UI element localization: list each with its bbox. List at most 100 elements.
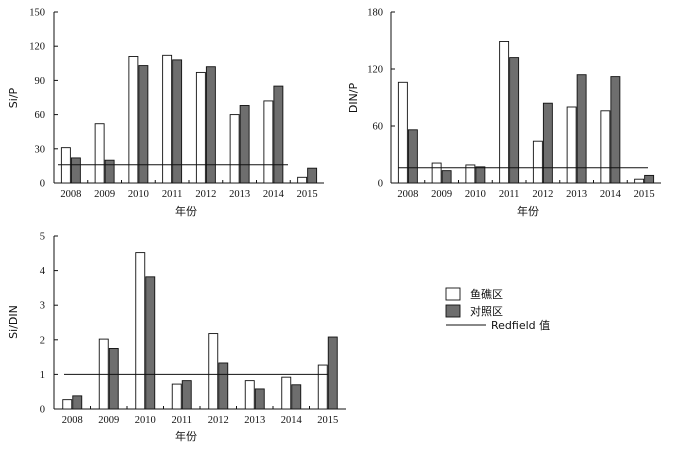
x-tick-label: 2008 — [60, 189, 81, 200]
x-tick-label: 2013 — [229, 189, 250, 200]
bar-reef-2008 — [62, 399, 73, 410]
bar-reef-2012 — [195, 71, 206, 184]
bar-reef-2013 — [229, 114, 240, 184]
legend-label-control: 对照区 — [470, 304, 503, 318]
x-tick-label: 2010 — [465, 189, 486, 200]
bar-control-2013 — [254, 388, 265, 410]
bar-control-2008 — [407, 129, 418, 184]
bar-control-2010 — [475, 166, 486, 184]
bar-control-2011 — [172, 59, 183, 184]
legend: 鱼礁区 对照区 Redfield 值 — [445, 287, 550, 332]
y-tick-label: 60 — [35, 110, 46, 121]
bar-control-2010 — [145, 276, 156, 410]
y-tick-label: 2 — [40, 335, 45, 346]
chart-panel-3: 0 1 2 3 4 5 2008 2009 2010 2011 2012 2013 2014 2015 年份… — [7, 232, 346, 443]
x-axis-label: 年份 — [175, 204, 197, 218]
bar-control-2009 — [104, 159, 115, 184]
x-tick-label: 2014 — [281, 415, 303, 426]
x-tick-label: 2009 — [94, 189, 115, 200]
bar-control-2013 — [239, 105, 250, 184]
bar-reef-2009 — [431, 162, 442, 184]
bar-control-2014 — [291, 384, 302, 410]
legend-swatch-control — [445, 304, 461, 318]
x-tick-label: 2015 — [317, 415, 338, 426]
bar-reef-2008 — [397, 81, 408, 184]
x-tick-label: 2013 — [244, 415, 265, 426]
bar-reef-2012 — [208, 333, 219, 410]
bar-control-2015 — [644, 174, 655, 184]
x-tick-label: 2015 — [297, 189, 318, 200]
bar-reef-2009 — [94, 123, 105, 184]
y-tick-label: 0 — [378, 179, 383, 190]
y-tick-label: 150 — [29, 8, 45, 19]
legend-label-redfield: Redfield 值 — [491, 319, 550, 332]
x-tick-label: 2014 — [600, 189, 622, 200]
x-tick-label: 2012 — [208, 415, 229, 426]
y-tick-label: 4 — [40, 266, 46, 277]
bar-reef-2014 — [263, 100, 274, 184]
bar-reef-2013 — [244, 380, 255, 410]
chart-panel-1: 0 30 60 90 120 150 2008 2009 2010 2011 2012 2013 201… — [7, 8, 324, 218]
bar-control-2009 — [108, 348, 119, 410]
bar-control-2015 — [327, 336, 338, 410]
x-tick-label: 2014 — [263, 189, 285, 200]
bar-reef-2011 — [499, 41, 510, 184]
bar-reef-2011 — [162, 54, 173, 184]
bar-reef-2014 — [600, 110, 611, 184]
bar-control-2012 — [218, 362, 229, 410]
legend-swatch-reef — [445, 287, 461, 301]
x-tick-label: 2012 — [195, 189, 216, 200]
y-tick-label: 90 — [35, 76, 46, 87]
y-axis-label: Si/DIN — [7, 305, 20, 339]
x-tick-label: 2015 — [634, 189, 655, 200]
x-tick-label: 2010 — [135, 415, 156, 426]
x-axis-label: 年份 — [517, 204, 539, 218]
x-axis-label: 年份 — [175, 429, 197, 443]
y-tick-label: 120 — [367, 65, 383, 76]
bar-reef-2015 — [634, 178, 645, 184]
bar-control-2008 — [70, 157, 81, 184]
x-tick-label: 2009 — [98, 415, 119, 426]
bar-reef-2010 — [465, 164, 476, 184]
chart-panel-2: 0 60 120 180 2008 2009 2010 2011 2012 2013 2014 201… — [347, 8, 661, 218]
x-tick-label: 2011 — [162, 189, 183, 200]
bar-control-2014 — [610, 76, 621, 184]
bar-reef-2015 — [297, 176, 308, 184]
bar-control-2008 — [72, 395, 83, 410]
y-tick-label: 1 — [40, 370, 45, 381]
bar-reef-2010 — [128, 56, 139, 184]
x-tick-label: 2010 — [128, 189, 149, 200]
y-tick-label: 180 — [367, 8, 383, 19]
x-tick-label: 2013 — [566, 189, 587, 200]
y-tick-label: 5 — [40, 232, 45, 243]
bar-control-2009 — [441, 170, 452, 184]
bar-reef-2008 — [60, 147, 71, 184]
x-tick-label: 2011 — [499, 189, 520, 200]
y-tick-label: 3 — [40, 301, 45, 312]
bar-reef-2015 — [317, 364, 328, 410]
x-tick-label: 2009 — [431, 189, 452, 200]
bar-control-2014 — [273, 85, 284, 184]
bar-control-2015 — [307, 167, 318, 184]
x-tick-label: 2008 — [397, 189, 418, 200]
bar-reef-2012 — [532, 140, 543, 184]
y-tick-label: 60 — [373, 122, 384, 133]
bar-control-2011 — [509, 57, 520, 184]
bar-reef-2013 — [566, 106, 577, 184]
x-tick-label: 2008 — [62, 415, 83, 426]
bar-reef-2010 — [135, 252, 146, 410]
bar-control-2010 — [138, 65, 149, 184]
bar-control-2011 — [181, 380, 192, 410]
bar-control-2012 — [205, 66, 216, 184]
y-tick-label: 0 — [40, 179, 45, 190]
y-axis-label: DIN/P — [347, 82, 360, 113]
bar-control-2012 — [542, 102, 553, 184]
bar-control-2013 — [576, 74, 587, 184]
y-axis-label: Si/P — [7, 87, 20, 108]
y-tick-label: 30 — [35, 144, 46, 155]
x-tick-label: 2011 — [171, 415, 192, 426]
legend-label-reef: 鱼礁区 — [470, 287, 503, 301]
bar-reef-2014 — [281, 376, 292, 410]
